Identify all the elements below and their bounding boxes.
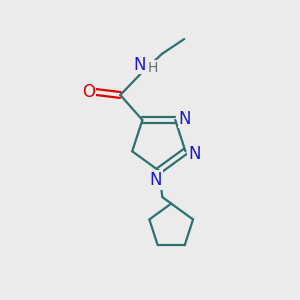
Text: N: N bbox=[188, 145, 200, 163]
Text: H: H bbox=[148, 61, 158, 75]
Text: N: N bbox=[150, 171, 162, 189]
Text: N: N bbox=[134, 56, 146, 74]
Text: O: O bbox=[82, 83, 95, 101]
Text: N: N bbox=[178, 110, 191, 128]
